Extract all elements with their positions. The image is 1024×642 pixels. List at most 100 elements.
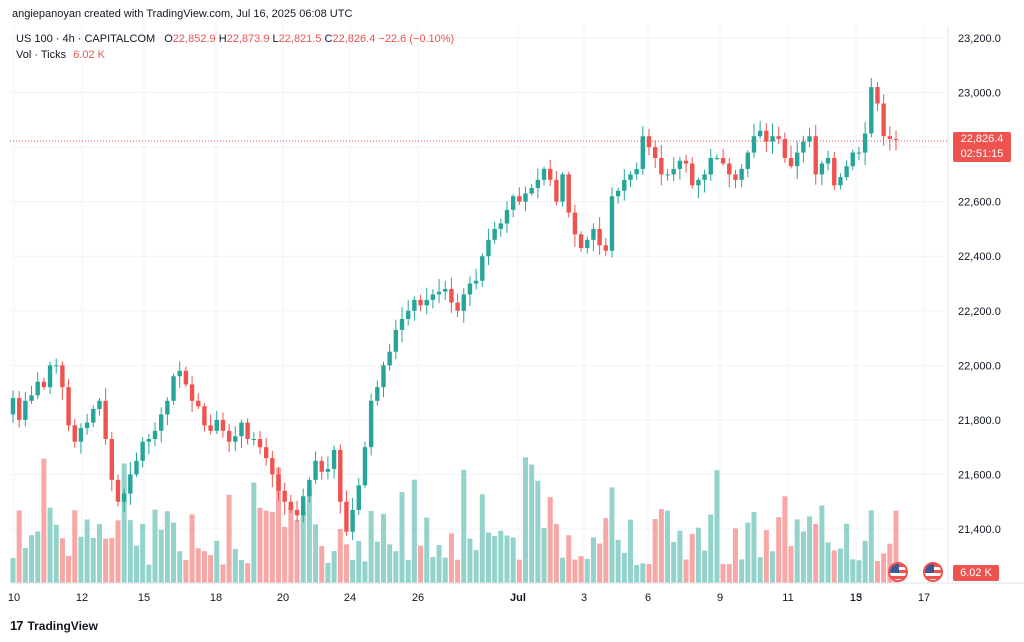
volume-bar [485, 532, 491, 583]
candle-body [165, 400, 170, 415]
volume-bar [609, 487, 615, 583]
candle-body [677, 160, 683, 169]
candle-body [739, 168, 744, 180]
volume-bar [850, 559, 856, 583]
price-tag-countdown: 02:51:15 [960, 148, 1004, 160]
volume-bar [269, 511, 275, 583]
volume-bar [380, 513, 386, 583]
candle-body [41, 381, 47, 388]
candle-body [541, 168, 547, 180]
volume-bars [10, 457, 899, 583]
volume-bar [152, 509, 158, 583]
volume-bar [325, 562, 331, 583]
volume-bar [640, 563, 646, 583]
volume-bar [529, 464, 535, 583]
x-tick-label: 3 [581, 592, 587, 604]
candle-body [795, 152, 800, 167]
volume-bar [671, 541, 677, 583]
volume-bar [844, 523, 850, 583]
candle-body [782, 138, 788, 159]
volume-bar [436, 544, 442, 583]
volume-bar [10, 558, 16, 583]
candle-body [319, 460, 324, 472]
candle-body [294, 509, 300, 516]
volume-bar [646, 563, 652, 583]
candle-body [566, 174, 571, 213]
volume-value: 6.02 K [73, 49, 105, 61]
volume-label[interactable]: Vol · Ticks [16, 49, 67, 61]
volume-bar [504, 535, 510, 583]
volume-bar [232, 548, 238, 583]
volume-bar [251, 482, 257, 583]
candle-body [356, 485, 361, 510]
volume-bar [362, 561, 368, 583]
candle-body [245, 422, 250, 439]
open-label: O [164, 33, 173, 45]
change-value: −22.6 (−0.10%) [378, 33, 455, 45]
candle-body [504, 209, 510, 224]
volume-bar [214, 540, 220, 583]
volume-bar [66, 555, 72, 583]
candle-body [510, 196, 516, 210]
symbol-label[interactable]: US 100 · 4h · CAPITALCOM [16, 33, 156, 45]
volume-bar [714, 470, 720, 583]
volume-bar [164, 511, 170, 583]
candle-body [23, 400, 28, 420]
y-tick-label: 21,800.0 [958, 415, 1001, 427]
volume-bar [29, 535, 35, 583]
candle-body [869, 87, 874, 134]
candle-body [881, 103, 886, 137]
candle-body [838, 177, 843, 186]
candle-body [572, 212, 578, 235]
candle-body [887, 136, 893, 139]
volume-bar [770, 551, 776, 583]
us-flag-event-icon[interactable] [888, 562, 908, 582]
candle-body [714, 158, 720, 160]
x-tick-label: Jul [510, 592, 526, 604]
y-tick-label: 22,600.0 [958, 197, 1001, 209]
candle-body [189, 384, 195, 401]
candle-body [720, 158, 726, 164]
volume-bar [578, 556, 584, 583]
candle-body [146, 438, 152, 442]
candle-body [152, 430, 158, 439]
candle-body [702, 174, 707, 180]
candle-body [109, 438, 114, 480]
volume-bar [140, 523, 146, 583]
x-tick-label: 6 [645, 592, 651, 604]
brand-name: TradingView [27, 618, 98, 633]
volume-bar [276, 467, 282, 583]
candle-body [832, 158, 837, 186]
volume-bar [473, 550, 479, 583]
volume-bar [553, 524, 559, 583]
volume-bar [133, 545, 139, 583]
candle-body [788, 158, 794, 167]
volume-bar [732, 528, 738, 583]
candle-body [733, 174, 738, 180]
candle-body [436, 291, 442, 295]
x-tick-label: 18 [210, 592, 222, 604]
legend-volume: Vol · Ticks 6.02 K [16, 49, 105, 61]
volume-bar [183, 560, 189, 583]
candle-body [430, 294, 436, 300]
candle-body [591, 228, 596, 240]
candle-body [850, 152, 855, 167]
candle-body [776, 136, 781, 139]
x-tick-label: 15 [850, 592, 862, 604]
candle-body [368, 400, 374, 448]
volume-bar [47, 507, 53, 583]
price-tag: 22,826.4 02:51:15 [953, 132, 1011, 162]
volume-bar [257, 507, 263, 583]
candle-body [35, 381, 40, 396]
low-value: 22,821.5 [278, 33, 322, 45]
candle-body [313, 460, 318, 480]
volume-bar [776, 517, 782, 583]
candle-body [609, 196, 615, 251]
us-flag-event-icon[interactable] [923, 562, 943, 582]
candle-body [517, 196, 522, 202]
candle-body [529, 188, 534, 194]
volume-bar [677, 530, 683, 583]
volume-bar [658, 509, 664, 583]
volume-bar [615, 539, 621, 583]
